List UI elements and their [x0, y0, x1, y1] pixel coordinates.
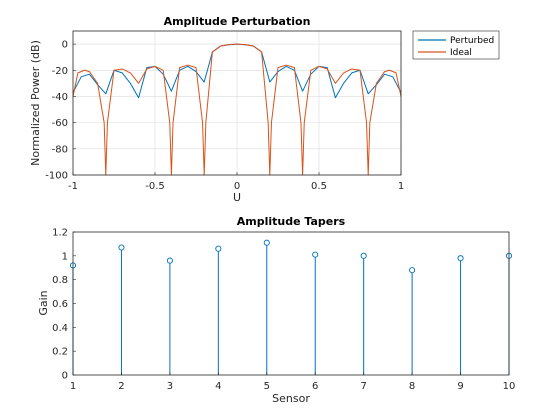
- stem-marker-sensor-5: [263, 239, 270, 246]
- top-chart-title: Amplitude Perturbation: [164, 15, 311, 28]
- top-series: [72, 43, 402, 176]
- top-y-tick-label: -20: [52, 66, 68, 77]
- top-x-tick-label: -1: [68, 181, 78, 192]
- top-y-tick-label: -80: [52, 144, 68, 155]
- top-legend: Perturbed Ideal: [412, 30, 500, 60]
- top-chart: -1 -0.5 0 0.5 1 -100 -80 -60 -40 -20 0 Amplitude P…: [29, 15, 500, 204]
- bottom-chart: 1 2 3 4 5 6 7 8 9 10 0 0.2 0.4 0.6 0.8 1 1.2 Amplitude T…: [37, 215, 515, 405]
- bottom-y-axis-label: Gain: [37, 290, 50, 315]
- top-x-tick-label: 0: [234, 181, 240, 192]
- bottom-y-tick-label: 1.2: [52, 228, 68, 239]
- legend-label-perturbed: Perturbed: [450, 36, 494, 46]
- top-y-axis-label: Normalized Power (dB): [29, 40, 42, 166]
- bottom-x-tick-label: 9: [457, 381, 463, 392]
- top-y-tick-label: -60: [52, 118, 68, 129]
- legend-box: [412, 30, 500, 60]
- stem-marker-sensor-3: [166, 257, 173, 264]
- bottom-chart-title: Amplitude Tapers: [237, 215, 346, 228]
- bottom-x-tick-label: 8: [409, 381, 415, 392]
- bottom-y-tick-label: 0.2: [52, 347, 68, 358]
- stem-marker-sensor-8: [409, 267, 416, 274]
- top-x-tick-label: -0.5: [145, 181, 165, 192]
- bottom-y-tick-label: 0: [62, 371, 68, 382]
- top-y-tick-label: -100: [45, 171, 68, 182]
- stem-marker-sensor-4: [215, 245, 222, 252]
- bottom-x-tick-label: 6: [312, 381, 318, 392]
- bottom-ticks: 1 2 3 4 5 6 7 8 9 10 0 0.2 0.4 0.6 0.8 1 1.2: [52, 228, 515, 393]
- top-x-axis-label: U: [233, 191, 241, 204]
- bottom-x-axis-label: Sensor: [272, 392, 310, 405]
- bottom-plot-area: [73, 232, 509, 375]
- bottom-x-tick-label: 10: [503, 381, 516, 392]
- stem-marker-sensor-7: [360, 252, 367, 259]
- bottom-y-tick-label: 1: [62, 251, 68, 262]
- top-y-tick-label: -40: [52, 92, 68, 103]
- legend-label-ideal: Ideal: [450, 48, 472, 58]
- series-line-ideal: [72, 43, 402, 176]
- bottom-x-tick-label: 2: [118, 381, 124, 392]
- top-x-tick-label: 0.5: [311, 181, 327, 192]
- bottom-x-tick-label: 5: [264, 381, 270, 392]
- bottom-x-tick-label: 4: [215, 381, 221, 392]
- stem-marker-sensor-2: [118, 244, 125, 251]
- bottom-y-tick-label: 0.8: [52, 275, 68, 286]
- top-y-tick-label: 0: [62, 40, 68, 51]
- bottom-y-tick-label: 0.6: [52, 299, 68, 310]
- bottom-x-tick-label: 7: [360, 381, 366, 392]
- top-x-tick-label: 1: [398, 181, 404, 192]
- top-ticks: -1 -0.5 0 0.5 1 -100 -80 -60 -40 -20 0: [45, 40, 404, 192]
- stem-marker-sensor-6: [312, 251, 319, 258]
- bottom-x-tick-label: 1: [70, 381, 76, 392]
- stem-marker-sensor-9: [457, 255, 464, 262]
- bottom-x-tick-label: 3: [167, 381, 173, 392]
- bottom-y-tick-label: 0.4: [52, 323, 68, 334]
